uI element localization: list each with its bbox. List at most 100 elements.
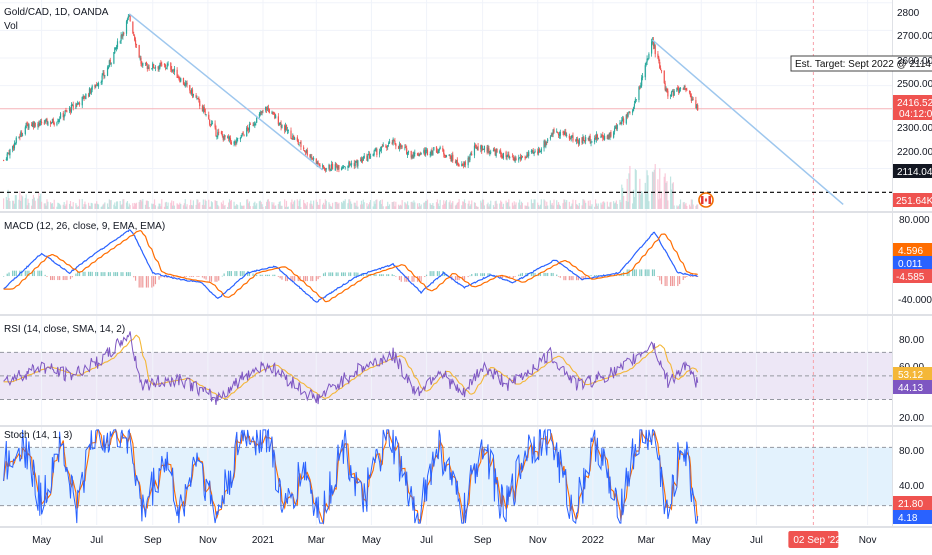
volume-bar xyxy=(318,204,320,209)
candle-body xyxy=(324,168,326,171)
price-axis[interactable]: 2800 2700.000 2600.000 2500.000 2300.000… xyxy=(897,8,932,158)
volume-bar xyxy=(684,204,686,209)
canada-flag-icon[interactable] xyxy=(698,192,714,208)
pane-dividers[interactable] xyxy=(0,0,932,528)
candle-body xyxy=(209,119,211,125)
macd-axis[interactable]: 80.000 -40.000 xyxy=(898,215,932,306)
price-title: Gold/CAD, 1D, OANDA xyxy=(4,7,109,18)
candle-body xyxy=(514,157,516,162)
volume-bar xyxy=(70,206,72,209)
candle-body xyxy=(205,114,207,115)
candle-body xyxy=(610,131,612,137)
target-annotation[interactable]: Est. Target: Sept 2022 @ 2114 xyxy=(790,55,932,72)
volume-bar xyxy=(182,205,185,209)
macd-hist-bar xyxy=(568,276,570,281)
volume-bar xyxy=(646,170,648,209)
candle-body xyxy=(284,125,286,131)
macd-hist-bar xyxy=(140,276,142,288)
volume-bar xyxy=(686,205,688,209)
volume-bar xyxy=(179,202,181,209)
candle-body xyxy=(633,103,636,107)
candle-body xyxy=(141,64,143,65)
macd-hist-bar xyxy=(431,271,433,277)
volume-bar xyxy=(158,203,160,209)
volume-bar xyxy=(477,206,479,209)
candle-body xyxy=(341,166,344,169)
volume-bar xyxy=(657,179,659,209)
candle-body xyxy=(235,141,237,144)
candle-body xyxy=(509,156,511,159)
candle-body xyxy=(334,164,336,171)
candle-body xyxy=(337,166,339,169)
candle-body xyxy=(692,98,694,100)
candle-body xyxy=(87,94,90,96)
candle-body xyxy=(438,148,440,151)
candle-body xyxy=(20,132,22,137)
volume-bar xyxy=(319,199,321,209)
trendline[interactable] xyxy=(128,13,324,171)
volume-bar xyxy=(334,201,336,209)
volume-bar xyxy=(348,199,350,209)
volume-bar xyxy=(621,184,623,209)
macd-hist-bar xyxy=(151,276,153,288)
candle-body xyxy=(540,148,542,152)
volume-bar xyxy=(331,206,333,209)
macd-hist-bar xyxy=(404,276,406,282)
macd-hist-bar xyxy=(373,274,375,277)
candle-body xyxy=(413,152,415,158)
macd-hist-bar xyxy=(684,276,686,279)
volume-bar xyxy=(324,199,326,209)
volume-bar xyxy=(557,202,560,209)
candle-body xyxy=(53,122,55,125)
volume-bar xyxy=(133,206,135,209)
macd-hist-bar xyxy=(660,276,663,285)
volume-bar xyxy=(52,206,54,209)
volume-bar xyxy=(234,205,236,209)
macd-hist-bar xyxy=(400,276,402,282)
candle-body xyxy=(43,122,45,124)
volume-bar xyxy=(336,202,338,209)
candle-body xyxy=(64,110,66,115)
candle-body xyxy=(246,127,248,137)
volume-bar xyxy=(490,200,492,209)
time-axis[interactable]: May Jul Sep Nov 2021 Mar May Jul Sep Nov 2022 Mar Ma… xyxy=(32,535,876,546)
candle-body xyxy=(385,145,387,148)
volume-bar xyxy=(375,199,377,209)
volume-bar xyxy=(341,203,344,209)
candle-body xyxy=(96,84,98,86)
candle-body xyxy=(126,18,129,22)
candle-body xyxy=(14,142,16,144)
volume-bar xyxy=(608,206,610,209)
macd-hist-bar xyxy=(393,275,395,277)
candle-body xyxy=(671,90,673,93)
volume-bar xyxy=(78,199,81,209)
candle-body xyxy=(657,53,659,58)
volume-bar xyxy=(91,203,93,209)
candle-body xyxy=(85,94,87,100)
volume-bar xyxy=(141,201,143,209)
candle-body xyxy=(551,134,553,136)
volume-bar xyxy=(641,192,644,209)
candle-body xyxy=(247,127,249,129)
volume-bar xyxy=(300,206,302,209)
macd-hist-bar xyxy=(641,269,643,277)
macd-hist-bar xyxy=(214,276,216,282)
volume-bar xyxy=(482,199,485,209)
candle-body xyxy=(179,78,181,82)
volume-bar xyxy=(31,199,34,209)
trendlines[interactable] xyxy=(128,13,844,206)
candle-body xyxy=(664,83,666,90)
candle-body xyxy=(538,149,540,154)
stoch-axis[interactable]: 80.00 40.00 xyxy=(899,446,924,492)
candle-body xyxy=(325,168,327,170)
volume-bar xyxy=(230,199,232,209)
candle-body xyxy=(689,93,692,97)
macd-hist-bar xyxy=(635,269,637,277)
price-candles[interactable] xyxy=(3,14,699,173)
candle-body xyxy=(8,153,10,155)
volume-bar xyxy=(507,202,509,209)
trendline[interactable] xyxy=(652,39,844,206)
macd-hist-bar xyxy=(57,276,59,281)
